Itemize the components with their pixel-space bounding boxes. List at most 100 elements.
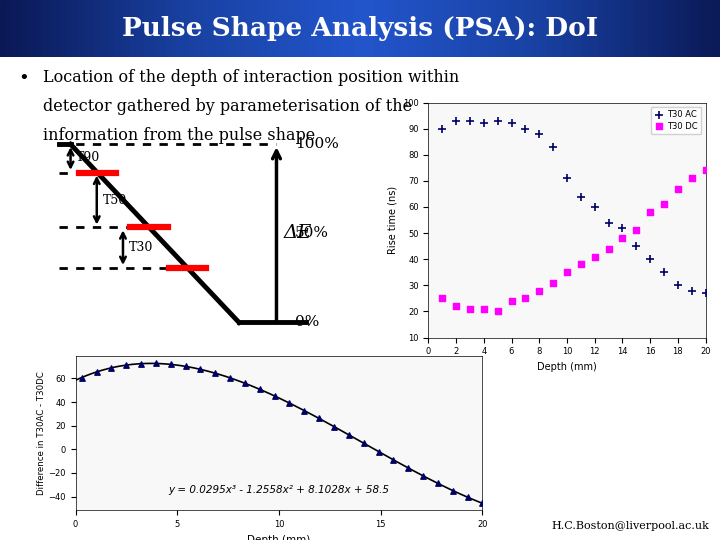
- Bar: [0, 0, 7, 57]
- Bar: [648, 0, 655, 57]
- Legend: T30 AC, T30 DC: T30 AC, T30 DC: [651, 107, 701, 134]
- Bar: [706, 0, 713, 57]
- Point: [402, 464, 414, 472]
- Bar: [94, 0, 101, 57]
- T30 DC: [520, 294, 531, 302]
- Bar: [468, 0, 475, 57]
- Text: Pulse Shape Analysis (PSA): DoI: Pulse Shape Analysis (PSA): DoI: [122, 16, 598, 41]
- Bar: [605, 0, 612, 57]
- T30 AC: [547, 143, 559, 151]
- Bar: [43, 0, 50, 57]
- Bar: [72, 0, 79, 57]
- Bar: [173, 0, 180, 57]
- Point: [76, 373, 87, 382]
- Bar: [202, 0, 209, 57]
- Bar: [490, 0, 497, 57]
- T30 AC: [589, 202, 600, 211]
- Bar: [36, 0, 43, 57]
- Bar: [144, 0, 151, 57]
- Text: UNIVERSITY OF: UNIVERSITY OF: [9, 495, 13, 529]
- T30 AC: [464, 117, 476, 125]
- Bar: [439, 0, 446, 57]
- Bar: [331, 0, 338, 57]
- Bar: [554, 0, 562, 57]
- T30 DC: [658, 200, 670, 208]
- Bar: [461, 0, 468, 57]
- Bar: [562, 0, 569, 57]
- T30 AC: [562, 174, 573, 183]
- Point: [418, 471, 429, 480]
- T30 AC: [492, 117, 503, 125]
- Bar: [266, 0, 274, 57]
- T30 DC: [534, 286, 545, 295]
- Bar: [158, 0, 166, 57]
- Bar: [374, 0, 382, 57]
- T30 DC: [505, 296, 517, 305]
- Bar: [518, 0, 526, 57]
- Bar: [713, 0, 720, 57]
- T30 DC: [478, 305, 490, 313]
- Bar: [338, 0, 346, 57]
- Bar: [547, 0, 554, 57]
- T30 DC: [589, 252, 600, 261]
- Bar: [662, 0, 670, 57]
- Text: T30: T30: [129, 241, 153, 254]
- Bar: [317, 0, 324, 57]
- Bar: [151, 0, 158, 57]
- T30 AC: [436, 124, 448, 133]
- T30 DC: [603, 245, 614, 253]
- Bar: [288, 0, 295, 57]
- Bar: [612, 0, 619, 57]
- Bar: [360, 0, 367, 57]
- Point: [225, 374, 236, 382]
- Bar: [598, 0, 605, 57]
- Bar: [302, 0, 310, 57]
- T30 AC: [505, 119, 517, 128]
- Bar: [324, 0, 331, 57]
- Text: information from the pulse shape: information from the pulse shape: [43, 127, 315, 144]
- T30 AC: [520, 124, 531, 133]
- Point: [432, 479, 444, 488]
- Point: [210, 369, 221, 377]
- T30 DC: [562, 268, 573, 276]
- Bar: [382, 0, 389, 57]
- Point: [269, 392, 280, 400]
- T30 AC: [478, 119, 490, 128]
- Bar: [576, 0, 583, 57]
- Bar: [684, 0, 691, 57]
- Bar: [590, 0, 598, 57]
- Point: [313, 414, 325, 423]
- Point: [165, 360, 176, 369]
- Bar: [122, 0, 130, 57]
- Text: LIVERPOOL: LIVERPOOL: [24, 495, 30, 529]
- Point: [387, 456, 399, 464]
- Text: Location of the depth of interaction position within: Location of the depth of interaction pos…: [43, 69, 459, 86]
- Bar: [108, 0, 115, 57]
- T30 DC: [644, 208, 656, 217]
- Bar: [130, 0, 137, 57]
- Point: [106, 363, 117, 372]
- Point: [373, 447, 384, 456]
- Point: [194, 365, 206, 374]
- Bar: [475, 0, 482, 57]
- Point: [254, 385, 266, 394]
- Point: [343, 430, 354, 439]
- T30 DC: [700, 166, 711, 175]
- Bar: [86, 0, 94, 57]
- Point: [239, 379, 251, 388]
- T30 DC: [547, 279, 559, 287]
- Bar: [295, 0, 302, 57]
- Bar: [230, 0, 238, 57]
- Bar: [634, 0, 641, 57]
- Bar: [137, 0, 144, 57]
- X-axis label: Depth (mm): Depth (mm): [248, 535, 310, 540]
- Bar: [209, 0, 216, 57]
- Bar: [65, 0, 72, 57]
- Text: •: •: [18, 69, 29, 87]
- T30 AC: [534, 130, 545, 138]
- Bar: [101, 0, 108, 57]
- Bar: [655, 0, 662, 57]
- Bar: [238, 0, 245, 57]
- T30 DC: [436, 294, 448, 302]
- Bar: [79, 0, 86, 57]
